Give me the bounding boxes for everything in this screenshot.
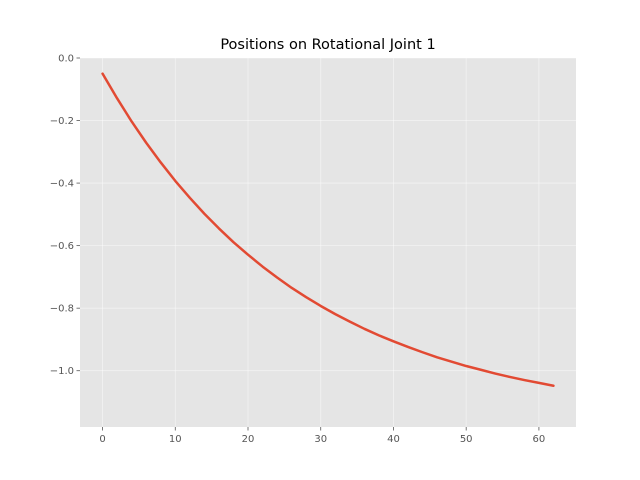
y-tick-label: −0.2 (50, 116, 74, 127)
series-group (101, 72, 555, 387)
y-tick-label: −1.0 (50, 366, 74, 377)
y-tick-label: −0.4 (50, 179, 74, 190)
plot-area (80, 58, 576, 427)
x-tick-label: 0 (99, 434, 105, 445)
x-tick-label: 20 (242, 434, 255, 445)
x-tick-label: 50 (460, 434, 473, 445)
series-line (101, 72, 555, 387)
y-tick-label: −0.6 (50, 241, 74, 252)
x-tick-label: 60 (533, 434, 546, 445)
y-tick-label: −0.8 (50, 304, 74, 315)
grid-lines (80, 57, 576, 427)
y-tick-label: 0.0 (58, 54, 74, 65)
chart-title: Positions on Rotational Joint 1 (220, 37, 435, 53)
x-tick-label: 40 (387, 434, 400, 445)
x-tick-label: 10 (169, 434, 182, 445)
axis-ticks: 0 10 20 30 40 50 60 0.0 −0.2 −0.4 −0.6 −0.8 −1.0 (50, 54, 546, 446)
x-tick-label: 30 (314, 434, 327, 445)
